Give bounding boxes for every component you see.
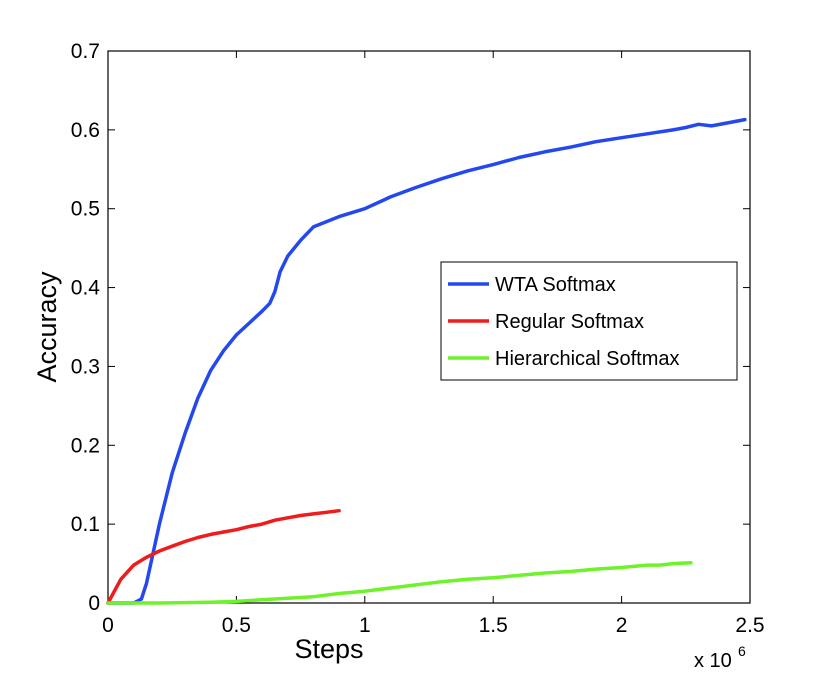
y-axis-title: Accuracy <box>32 271 62 383</box>
series-line-wta-softmax <box>106 117 747 605</box>
x-tick-label: 0.5 <box>222 614 251 637</box>
legend-box <box>440 261 738 381</box>
legend-entry-label: Hierarchical Softmax <box>495 348 680 370</box>
x-tick-label: 1 <box>359 614 371 637</box>
x-tick-label: 2.5 <box>735 614 764 637</box>
x-multiplier-exponent: 6 <box>738 643 746 659</box>
series-line-regular-softmax <box>106 508 341 605</box>
legend-entry-label: WTA Softmax <box>495 274 616 296</box>
y-tick-label: 0.7 <box>71 40 100 63</box>
legend-entry-label: Regular Softmax <box>495 311 644 333</box>
x-multiplier-label: x 10 <box>694 650 732 672</box>
y-tick-label: 0.3 <box>71 355 100 378</box>
x-tick-label: 2 <box>616 614 628 637</box>
y-tick-label: 0.6 <box>71 119 100 142</box>
x-axis-title: Steps <box>294 634 363 664</box>
series-line-hierarchical-softmax <box>106 561 693 605</box>
y-tick-label: 0 <box>88 592 100 615</box>
x-tick-label: 0 <box>102 614 114 637</box>
y-tick-label: 0.2 <box>71 434 100 457</box>
y-tick-label: 0.5 <box>71 198 100 221</box>
y-tick-label: 0.1 <box>71 513 100 536</box>
y-tick-label: 0.4 <box>71 277 101 300</box>
x-tick-label: 1.5 <box>479 614 508 637</box>
